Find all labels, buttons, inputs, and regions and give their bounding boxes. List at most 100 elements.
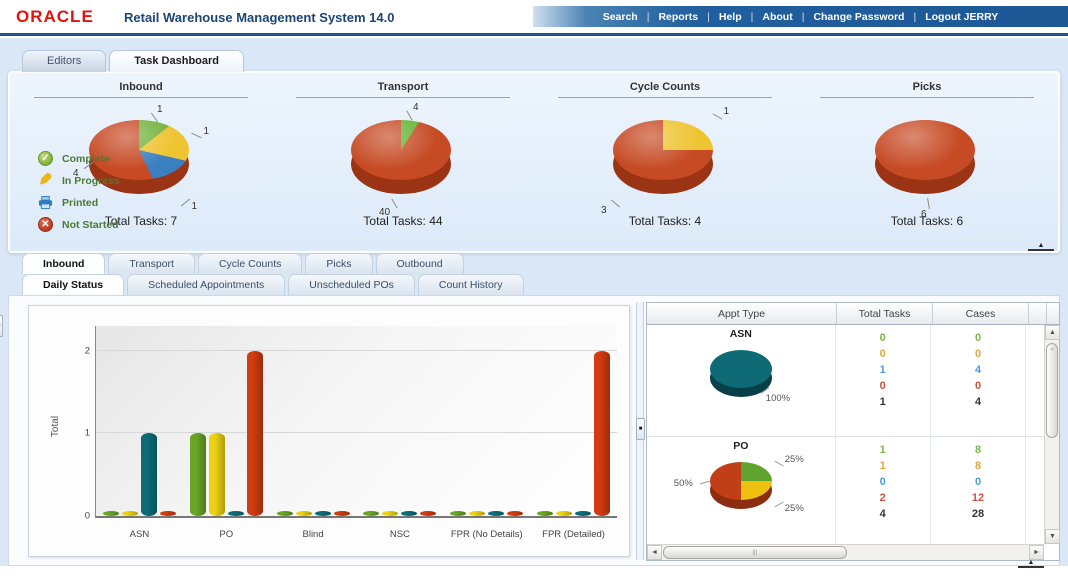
pie-chart-inbound: 1 1 1 4	[73, 104, 209, 212]
table-row-po[interactable]: PO 25% 25% 50% 1 1 0 2 4 8 8 0 12 28	[647, 437, 1044, 544]
column-header-empty[interactable]	[1029, 303, 1047, 324]
chart-title: Cycle Counts	[558, 81, 772, 98]
vertical-splitter[interactable]: ■	[636, 302, 645, 560]
legend-item-not-started: ✕ Not Started	[38, 217, 120, 232]
bar-not-started	[333, 511, 350, 516]
chart-title: Picks	[820, 81, 1034, 98]
cell-cases: 0 0 4 0 4	[931, 325, 1027, 436]
left-splitter-handle[interactable]: ■	[0, 315, 3, 337]
bar-in-progress	[121, 511, 138, 516]
pie-value-label: 1	[203, 126, 209, 137]
subtab-unscheduled-pos[interactable]: Unscheduled POs	[288, 274, 415, 295]
legend-label: Complete	[62, 152, 110, 165]
value: 1	[879, 396, 886, 408]
legend-label: Printed	[62, 196, 99, 209]
bar-chart-plot-area: 0 1 2 ASN PO Blind NSC FPR (No Details) FPR (Det…	[85, 326, 617, 540]
app-title: Retail Warehouse Management System 14.0	[124, 10, 395, 25]
nav-link-logout-jerry[interactable]: Logout JERRY	[925, 10, 999, 23]
cell-cases: 8 8 0 12 28	[931, 437, 1027, 544]
bar-complete	[189, 433, 206, 516]
total-tasks-label: Total Tasks: 4	[628, 214, 702, 228]
cell-empty	[1026, 325, 1044, 436]
nav-link-about[interactable]: About	[762, 10, 793, 23]
scroll-down-icon[interactable]: ▼	[1045, 529, 1060, 544]
bar-complete	[102, 511, 119, 516]
collapse-bottom-panel-button[interactable]: ▲	[1018, 559, 1044, 568]
detail-tab-outbound[interactable]: Outbound	[375, 253, 464, 274]
value: 0	[879, 332, 886, 344]
detail-tab-picks[interactable]: Picks	[305, 253, 373, 274]
tab-editors[interactable]: Editors	[22, 50, 107, 72]
table-row-asn[interactable]: ASN 100% 0 0 1 0 1 0 0 4 0 4	[647, 325, 1044, 437]
nav-link-reports[interactable]: Reports	[658, 10, 699, 23]
bar-group-po: PO	[183, 326, 270, 540]
nav-link-search[interactable]: Search	[602, 10, 638, 23]
y-tick-label: 2	[84, 345, 90, 357]
pie-value-label: 3	[601, 205, 607, 216]
x-axis-label: PO	[219, 529, 234, 540]
column-header-appt-type[interactable]: Appt Type	[647, 303, 837, 324]
value: 1	[879, 460, 886, 472]
x-axis-label: NSC	[389, 529, 410, 540]
y-tick-label: 0	[84, 510, 90, 522]
splitter-handle-icon[interactable]: ■	[636, 418, 645, 440]
pie-percent-label: 25%	[784, 503, 804, 514]
primary-tabs: Editors Task Dashboard	[22, 50, 245, 72]
header-divider	[0, 33, 1068, 36]
pie-top	[709, 462, 772, 500]
value: 8	[974, 460, 982, 472]
collapse-top-panel-button[interactable]: ▲	[1028, 242, 1054, 251]
subtab-count-history[interactable]: Count History	[417, 274, 524, 295]
pencil-icon: ✎	[38, 171, 53, 189]
bar-not-started	[246, 350, 263, 516]
bar-complete	[363, 511, 380, 516]
scroll-right-icon[interactable]: ►	[1029, 545, 1044, 560]
cell-appt-type: ASN 100%	[647, 325, 836, 436]
subtab-daily-status[interactable]: Daily Status	[22, 274, 125, 295]
summary-chart-transport: Transport 4 40 Total Tasks: 44	[272, 81, 534, 251]
scroll-left-icon[interactable]: ◄	[647, 545, 662, 560]
pie-percent-label: 100%	[765, 393, 791, 404]
scroll-up-icon[interactable]: ▲	[1045, 325, 1060, 340]
legend-label: Not Started	[62, 218, 119, 231]
bar-printed	[227, 511, 244, 516]
value: 4	[974, 396, 982, 408]
vertical-scroll-thumb[interactable]: =	[1046, 343, 1058, 438]
daily-status-bar-chart: Total 0 1 2 ASN PO Blind NSC FPR (No Details) FP…	[28, 305, 630, 557]
column-header-cases[interactable]: Cases	[933, 303, 1029, 324]
bar-in-progress	[382, 511, 399, 516]
table-horizontal-scrollbar[interactable]: ◄ ||| ►	[647, 544, 1044, 560]
y-axis-label: Total	[50, 415, 62, 438]
nav-separator: |	[913, 10, 917, 23]
value: 1	[879, 444, 886, 456]
total-tasks-label: Total Tasks: 7	[104, 214, 178, 228]
column-header-total-tasks[interactable]: Total Tasks	[837, 303, 933, 324]
bar-in-progress	[295, 511, 312, 516]
detail-tab-cycle-counts[interactable]: Cycle Counts	[197, 253, 303, 274]
check-circle-icon: ✓	[38, 151, 53, 166]
detail-tab-transport[interactable]: Transport	[108, 253, 195, 274]
bar-not-started	[594, 350, 611, 516]
detail-tab-inbound[interactable]: Inbound	[22, 253, 106, 274]
legend-item-in-progress: ✎ In Progress	[38, 171, 120, 189]
value: 0	[974, 476, 982, 488]
cell-total-tasks: 0 0 1 0 1	[836, 325, 931, 436]
bar-not-started	[420, 511, 437, 516]
bar-printed	[314, 511, 331, 516]
subtab-scheduled-appointments[interactable]: Scheduled Appointments	[127, 274, 286, 295]
collapse-arrow-icon: ▲	[1037, 242, 1045, 249]
nav-link-help[interactable]: Help	[718, 10, 742, 23]
nav-link-change-password[interactable]: Change Password	[813, 10, 905, 23]
table-vertical-scrollbar[interactable]: ▲ = ▼	[1044, 325, 1060, 544]
x-circle-icon: ✕	[38, 217, 53, 232]
top-nav: Search | Reports | Help | About | Change Passwor…	[533, 6, 1068, 27]
pie-value-label: 4	[73, 168, 79, 179]
bar-group-blind: Blind	[270, 326, 357, 540]
value: 28	[971, 508, 985, 520]
tab-task-dashboard[interactable]: Task Dashboard	[109, 50, 245, 72]
detail-section: Inbound Transport Cycle Counts Picks Outboun…	[8, 253, 1060, 566]
summary-chart-picks: Picks 6 Total Tasks: 6	[796, 81, 1058, 251]
bar-group-nsc: NSC	[356, 326, 443, 540]
horizontal-scroll-thumb[interactable]: |||	[663, 546, 847, 559]
pie-value-label: 1	[191, 201, 197, 212]
